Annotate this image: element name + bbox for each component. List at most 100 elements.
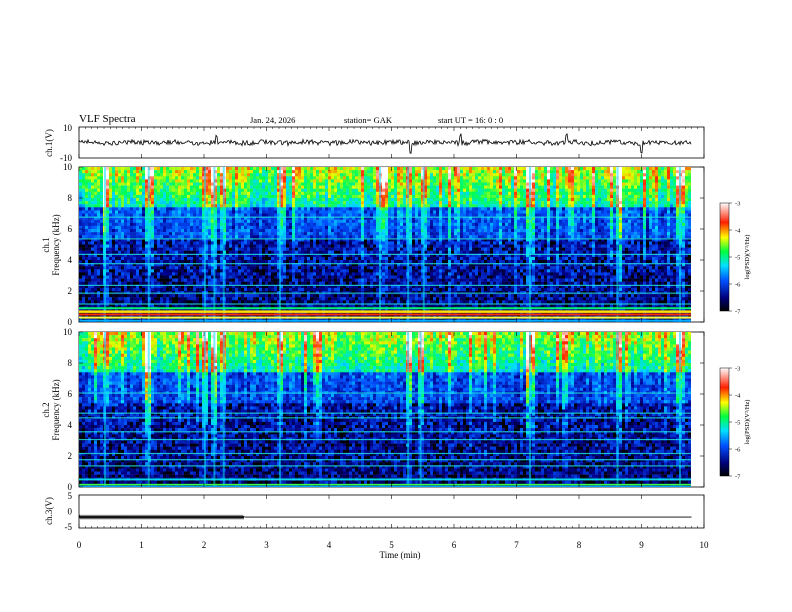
spectrogram-cell (109, 179, 113, 183)
spectrogram-cell (688, 188, 691, 192)
spectrogram-cell (586, 179, 590, 183)
spectrogram-cell (466, 173, 470, 177)
spectrogram-cell (181, 229, 185, 233)
spectrogram-cell (247, 173, 251, 177)
spectrogram-cell (592, 225, 596, 230)
spectrogram-cell (433, 185, 437, 189)
spectrogram-cell (508, 225, 512, 230)
spectrogram-cell (475, 170, 479, 174)
spectrogram-cell (181, 185, 185, 189)
spectrogram-cell (232, 173, 236, 177)
spectrogram-cell (643, 194, 647, 199)
spectrogram-cell (457, 222, 461, 227)
spectrogram-cell (652, 219, 656, 223)
spectrogram-cell (313, 188, 317, 192)
spectrogram-cell (127, 229, 131, 233)
spectrogram-cell (433, 194, 437, 199)
spectrogram-cell (193, 191, 197, 196)
spectrogram-cell (607, 219, 611, 223)
spectrogram-cell (481, 194, 485, 199)
spectrogram-cell (400, 198, 404, 202)
spectrogram-cell (610, 173, 614, 177)
spectrogram-cell (565, 219, 569, 223)
spectrogram-cell (121, 173, 125, 177)
spectrogram-cell (175, 225, 179, 230)
spectrogram-cell (628, 182, 632, 186)
spectrogram-cell (343, 219, 347, 223)
spectrogram-cell (319, 194, 323, 199)
spectrogram-cell (169, 201, 173, 205)
spectrogram-cell (373, 194, 377, 199)
spectrogram-cell (592, 229, 596, 233)
spectrogram-cell (463, 188, 467, 192)
spectrogram-cell (688, 219, 691, 223)
spectrogram-cell (673, 182, 677, 186)
spectrogram-cell (256, 219, 260, 223)
spectrogram-cell (436, 188, 440, 192)
spectrogram-cell (607, 173, 611, 177)
spectrogram-cell (568, 167, 572, 171)
spectrogram-cell (94, 194, 98, 199)
spectrogram-cell (163, 225, 167, 230)
spectrogram-cell (319, 185, 323, 189)
spectrogram-cell (430, 204, 434, 208)
spectrogram-cell (418, 207, 422, 211)
spectrogram-cell (316, 225, 320, 230)
spectrogram-cell (469, 182, 473, 186)
spectrogram-cell (94, 229, 98, 233)
spectrogram-cell (322, 188, 326, 192)
spectrogram-cell (421, 182, 425, 186)
spectrogram-cell (538, 188, 542, 192)
spectrogram-cell (262, 194, 266, 199)
spectrogram-cell (208, 210, 212, 214)
spectrogram-cell (370, 222, 374, 227)
spectrogram-cell (298, 225, 302, 230)
spectrogram-cell (571, 216, 575, 220)
spectrogram-cell (622, 229, 626, 233)
spectrogram-cell (172, 179, 176, 183)
spectrogram-cell (289, 219, 293, 223)
spectrogram-cell (154, 219, 158, 223)
spectrogram-cell (94, 235, 98, 239)
spectrogram-cell (235, 167, 239, 171)
spectrogram-cell (277, 210, 281, 214)
spectrogram-cell (511, 182, 515, 186)
spectrogram-cell (220, 219, 224, 223)
spectrogram-cell (220, 173, 224, 177)
spectrogram-cell (589, 232, 593, 236)
spectrogram-cell (376, 222, 380, 227)
spectrogram-cell (478, 182, 482, 186)
spectrogram-cell (562, 235, 566, 239)
spectrogram-cell (418, 222, 422, 227)
spectrogram-cell (556, 238, 560, 242)
spectrogram-cell (469, 201, 473, 205)
spectrogram-cell (469, 207, 473, 211)
spectrogram-cell (127, 182, 131, 186)
spectrogram-cell (235, 210, 239, 214)
spectrogram-cell (310, 179, 314, 183)
spectrogram-cell (268, 207, 272, 211)
spectrogram-cell (670, 225, 674, 230)
spectrogram-cell (502, 235, 506, 239)
spectrogram-cell (271, 210, 275, 214)
spectrogram-cell (661, 201, 665, 205)
spectrogram-cell (592, 207, 596, 211)
spectrogram-cell (124, 198, 128, 202)
spectrogram-cell (580, 225, 584, 230)
spectrogram-cell (601, 170, 605, 174)
spectrogram-cell (307, 241, 311, 245)
spectrogram-cell (457, 167, 461, 171)
spectrogram-cell (217, 229, 221, 233)
spectrogram-cell (580, 176, 584, 180)
spectrogram-cell (370, 182, 374, 186)
spectrogram-cell (226, 219, 230, 223)
spectrogram-cell (91, 210, 95, 214)
spectrogram-cell (274, 167, 278, 171)
spectrogram-cell (535, 194, 539, 199)
spectrogram-cell (115, 210, 119, 214)
spectrogram-cell (673, 167, 677, 171)
spectrogram-cell (457, 210, 461, 214)
spectrogram-cell (391, 167, 395, 171)
spectrogram-cell (640, 225, 644, 230)
spectrogram-cell (364, 232, 368, 236)
